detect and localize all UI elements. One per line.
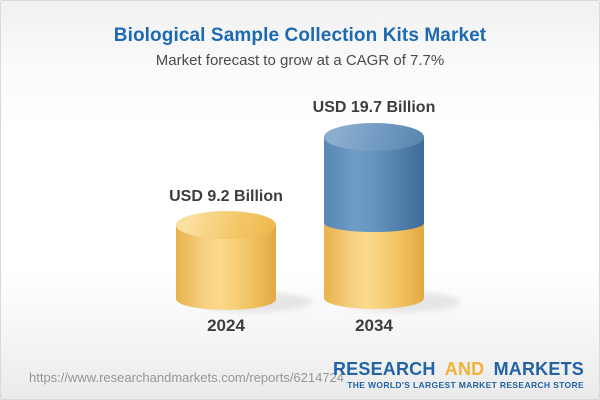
bar-2034-segment-blue: [324, 137, 424, 232]
bar-2024-top-ellipse: [176, 211, 276, 239]
chart-title: Biological Sample Collection Kits Market: [113, 25, 487, 46]
logo-word-and: AND: [444, 359, 485, 379]
bar-2024: [176, 225, 276, 310]
logo-wordmark: RESEARCH AND MARKETS: [333, 359, 584, 379]
logo-word-markets: MARKETS: [493, 359, 584, 379]
research-and-markets-logo: RESEARCH AND MARKETS THE WORLD'S LARGEST…: [333, 359, 584, 390]
logo-tagline: THE WORLD'S LARGEST MARKET RESEARCH STOR…: [347, 380, 584, 390]
logo-word-research: RESEARCH: [332, 359, 436, 379]
value-label-2034: USD 19.7 Billion: [312, 99, 436, 116]
bar-2034-top-ellipse: [324, 123, 424, 151]
category-label-2024: 2024: [207, 316, 245, 335]
value-label-2024: USD 9.2 Billion: [169, 188, 283, 205]
chart-subtitle: Market forecast to grow at a CAGR of 7.7…: [155, 52, 445, 69]
category-label-2034: 2034: [355, 316, 393, 335]
bar-2034-segment-yellow: [324, 223, 424, 309]
report-url: https://www.researchandmarkets.com/repor…: [29, 370, 345, 385]
